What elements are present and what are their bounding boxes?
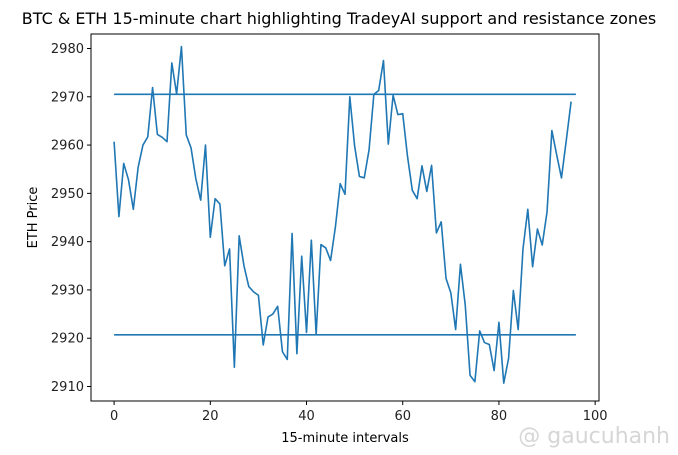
y-tick-label: 2960 <box>51 139 84 154</box>
y-tick-label: 2950 <box>51 187 84 202</box>
y-tick-label: 2970 <box>51 90 84 105</box>
x-tick-label: 20 <box>202 409 219 424</box>
y-tick-label: 2980 <box>51 42 84 57</box>
x-tick-label: 0 <box>110 409 118 424</box>
y-tick-label: 2940 <box>51 235 84 250</box>
y-tick-label: 2930 <box>51 283 84 298</box>
x-tick-label: 60 <box>394 409 411 424</box>
x-tick-label: 40 <box>298 409 315 424</box>
x-tick-label: 80 <box>491 409 508 424</box>
watermark-text: @ gaucuhanh <box>518 424 670 449</box>
y-axis-label: ETH Price <box>26 187 41 249</box>
x-tick-label: 100 <box>583 409 608 424</box>
plot-content <box>113 45 576 384</box>
plot-frame <box>90 33 600 402</box>
x-axis-label: 15-minute intervals <box>281 431 409 446</box>
price-line <box>113 45 572 384</box>
chart-title: BTC & ETH 15-minute chart highlighting T… <box>22 9 657 28</box>
x-axis: 0 20 40 60 80 100 <box>110 401 608 424</box>
y-axis: 2910 2920 2930 2940 2950 2960 2970 2980 <box>51 42 91 395</box>
y-tick-label: 2910 <box>51 380 84 395</box>
y-tick-label: 2920 <box>51 332 84 347</box>
